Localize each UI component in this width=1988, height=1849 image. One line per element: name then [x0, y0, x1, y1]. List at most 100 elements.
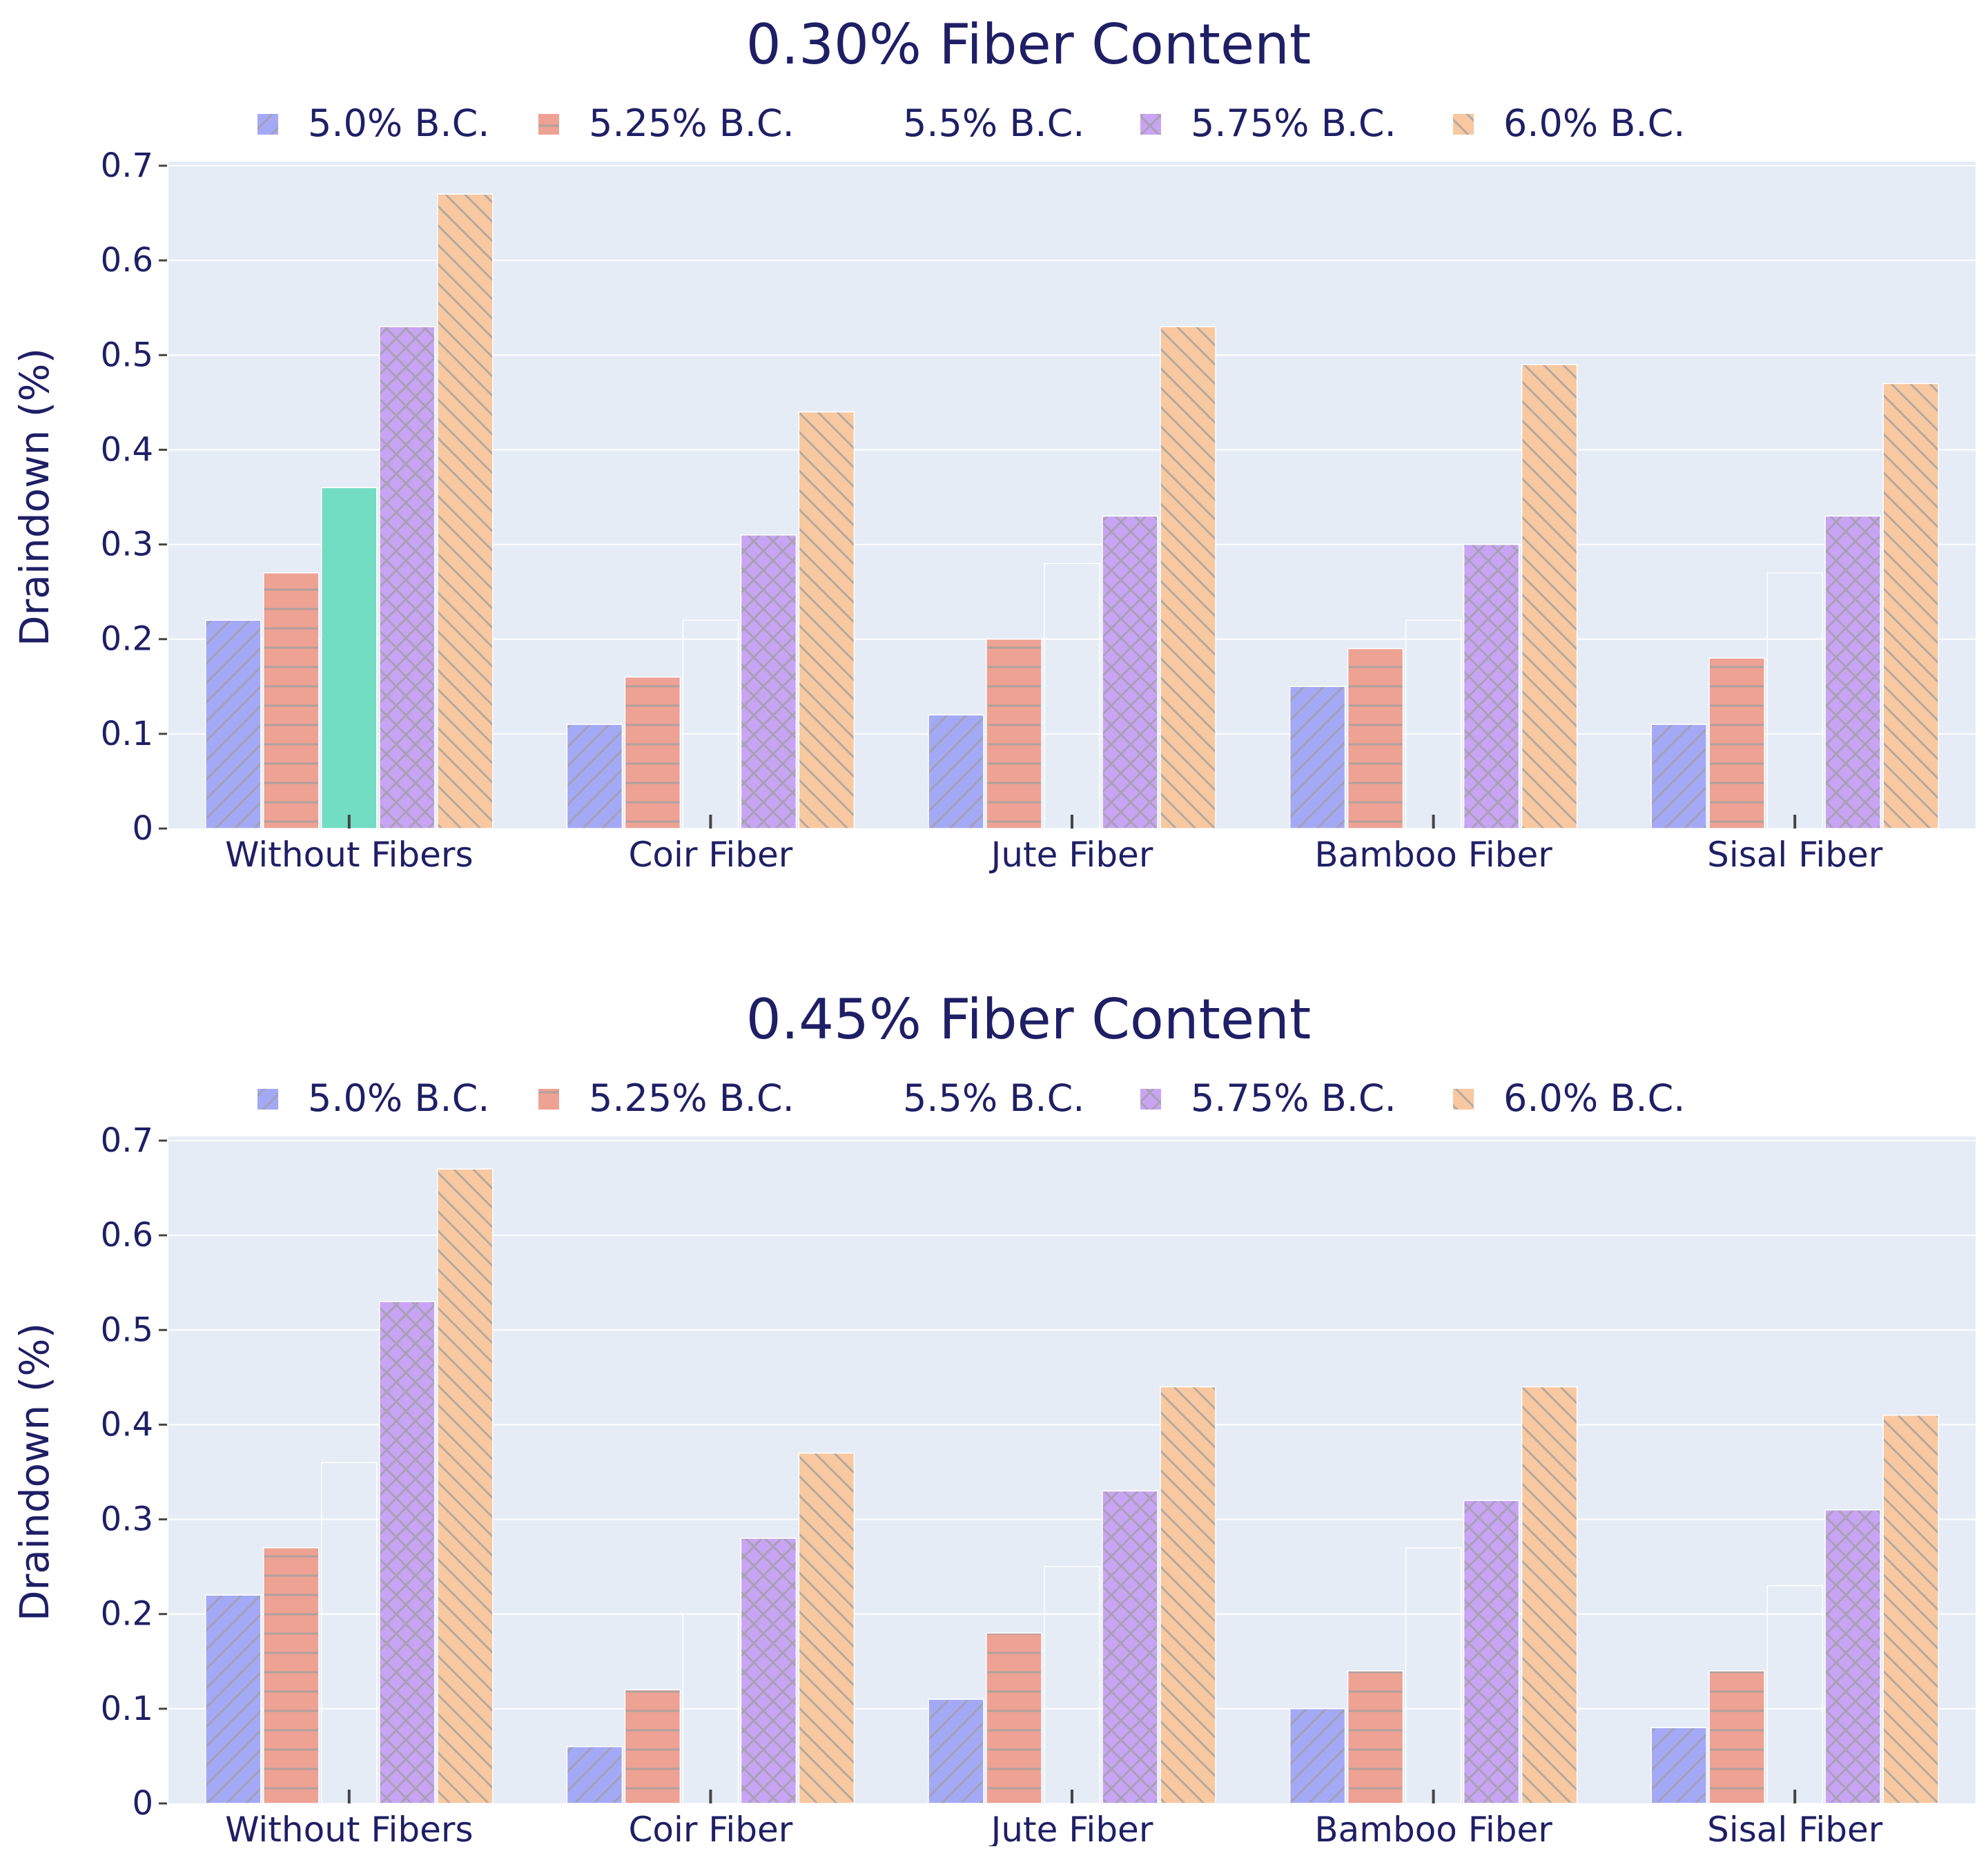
bar-without-fibers-5-25-b-c[interactable]: 5.25% B.C. — Without Fibers: 0.27: [263, 572, 320, 829]
legend-label: 6.0% B.C.: [1503, 1076, 1685, 1120]
bar-coir-fiber-5-25-b-c[interactable]: 5.25% B.C. — Coir Fiber: 0.12: [624, 1689, 681, 1804]
x-tick-label: Sisal Fiber: [1707, 835, 1883, 875]
legend-item-6-0-b-c[interactable]: 6.0% B.C.: [1453, 1076, 1685, 1120]
bar-coir-fiber-6-0-b-c[interactable]: 6.0% B.C. — Coir Fiber: 0.37: [798, 1452, 855, 1804]
bar-bamboo-fiber-5-25-b-c[interactable]: 5.25% B.C. — Bamboo Fiber: 0.19: [1347, 648, 1404, 829]
x-tick-label: Coir Fiber: [628, 835, 792, 875]
bar-without-fibers-6-0-b-c[interactable]: 6.0% B.C. — Without Fibers: 0.67: [437, 193, 494, 829]
bar-bamboo-fiber-5-75-b-c[interactable]: 5.75% B.C. — Bamboo Fiber: 0.32: [1463, 1500, 1520, 1804]
legend-item-5-75-b-c[interactable]: 5.75% B.C.: [1140, 1076, 1396, 1120]
bar-jute-fiber-6-0-b-c[interactable]: 6.0% B.C. — Jute Fiber: 0.53: [1160, 326, 1216, 829]
bar-without-fibers-6-0-b-c[interactable]: 6.0% B.C. — Without Fibers: 0.67: [437, 1168, 494, 1804]
chart-title: 0.45% Fiber Content: [746, 987, 1311, 1052]
legend-swatch: [257, 114, 278, 135]
x-tick-label: Jute Fiber: [989, 1810, 1153, 1846]
legend-swatch: [1140, 1089, 1161, 1110]
legend-item-5-25-b-c[interactable]: 5.25% B.C.: [538, 101, 795, 145]
legend: 5.0% B.C. 5.25% B.C. 5.5% B.C. 5.75% B.C. 6.…: [257, 1076, 1685, 1120]
y-tick-label: 0.6: [101, 1216, 153, 1255]
bar-bamboo-fiber-5-25-b-c[interactable]: 5.25% B.C. — Bamboo Fiber: 0.14: [1347, 1670, 1404, 1804]
bar-without-fibers-5-75-b-c[interactable]: 5.75% B.C. — Without Fibers: 0.53: [379, 326, 436, 829]
bar-sisal-fiber-6-0-b-c[interactable]: 6.0% B.C. — Sisal Fiber: 0.41: [1882, 1414, 1939, 1804]
x-tick-label: Bamboo Fiber: [1314, 835, 1552, 875]
legend-swatch: [538, 1089, 559, 1110]
bar-without-fibers-5-75-b-c[interactable]: 5.75% B.C. — Without Fibers: 0.53: [379, 1301, 436, 1804]
x-tick-label: Jute Fiber: [989, 835, 1153, 875]
bar-sisal-fiber-6-0-b-c[interactable]: 6.0% B.C. — Sisal Fiber: 0.47: [1882, 383, 1939, 829]
chart-panel-1: 0 0.1 0.2 0.3 0.4 0.5 0.6 0.7 5.0% B.C. — Withou…: [11, 12, 1976, 875]
legend-label: 5.0% B.C.: [308, 101, 489, 145]
x-tick-label: Coir Fiber: [628, 1810, 792, 1846]
legend-swatch: [1140, 114, 1161, 135]
bar-without-fibers-5-0-b-c[interactable]: 5.0% B.C. — Without Fibers: 0.22: [205, 1594, 262, 1804]
y-tick-label: 0.1: [101, 715, 153, 753]
bar-sisal-fiber-5-0-b-c[interactable]: 5.0% B.C. — Sisal Fiber: 0.08: [1650, 1727, 1707, 1804]
legend-label: 5.75% B.C.: [1191, 101, 1396, 145]
bar-sisal-fiber-5-75-b-c[interactable]: 5.75% B.C. — Sisal Fiber: 0.31: [1824, 1509, 1881, 1804]
x-tick-label: Sisal Fiber: [1707, 1810, 1883, 1846]
legend-label: 5.0% B.C.: [308, 1076, 489, 1120]
y-tick-label: 0.3: [101, 1500, 153, 1539]
bar-bamboo-fiber-5-0-b-c[interactable]: 5.0% B.C. — Bamboo Fiber: 0.1: [1289, 1708, 1346, 1804]
y-tick-label: 0.7: [101, 146, 153, 185]
y-tick-label: 0.2: [101, 620, 153, 659]
legend-swatch: [852, 114, 873, 135]
legend-label: 5.5% B.C.: [903, 101, 1084, 145]
bar-coir-fiber-5-75-b-c[interactable]: 5.75% B.C. — Coir Fiber: 0.31: [740, 534, 797, 829]
y-axis-title: Draindown (%): [11, 1323, 58, 1621]
bar-jute-fiber-5-0-b-c[interactable]: 5.0% B.C. — Jute Fiber: 0.11: [928, 1698, 984, 1804]
bar-jute-fiber-5-0-b-c[interactable]: 5.0% B.C. — Jute Fiber: 0.12: [928, 714, 984, 829]
bar-jute-fiber-6-0-b-c[interactable]: 6.0% B.C. — Jute Fiber: 0.44: [1160, 1386, 1216, 1804]
bar-coir-fiber-5-0-b-c[interactable]: 5.0% B.C. — Coir Fiber: 0.06: [566, 1745, 623, 1804]
legend-item-5-25-b-c[interactable]: 5.25% B.C.: [538, 1076, 795, 1120]
y-tick-label: 0.4: [101, 430, 153, 469]
legend-label: 5.5% B.C.: [903, 1076, 1084, 1120]
legend-item-5-5-b-c[interactable]: 5.5% B.C.: [852, 1076, 1084, 1120]
bar-jute-fiber-5-25-b-c[interactable]: 5.25% B.C. — Jute Fiber: 0.2: [986, 638, 1042, 829]
y-tick-label: 0.6: [101, 241, 153, 280]
chart-title: 0.30% Fiber Content: [746, 12, 1311, 77]
bar-coir-fiber-5-25-b-c[interactable]: 5.25% B.C. — Coir Fiber: 0.16: [624, 676, 681, 829]
legend-item-6-0-b-c[interactable]: 6.0% B.C.: [1453, 101, 1685, 145]
legend: 5.0% B.C. 5.25% B.C. 5.5% B.C. 5.75% B.C. 6.…: [257, 101, 1685, 145]
legend-item-5-0-b-c[interactable]: 5.0% B.C.: [257, 101, 489, 145]
bar-coir-fiber-5-75-b-c[interactable]: 5.75% B.C. — Coir Fiber: 0.28: [740, 1538, 797, 1804]
bar-coir-fiber-6-0-b-c[interactable]: 6.0% B.C. — Coir Fiber: 0.44: [798, 411, 855, 829]
legend-label: 5.25% B.C.: [589, 1076, 795, 1120]
bar-without-fibers-5-5-b-c[interactable]: 5.5% B.C. — Without Fibers: 0.36: [321, 487, 378, 829]
bar-jute-fiber-5-75-b-c[interactable]: 5.75% B.C. — Jute Fiber: 0.33: [1102, 515, 1158, 829]
bar-sisal-fiber-5-25-b-c[interactable]: 5.25% B.C. — Sisal Fiber: 0.14: [1708, 1670, 1765, 1804]
y-tick-label: 0: [132, 1784, 153, 1823]
y-tick-label: 0: [132, 809, 153, 848]
bar-jute-fiber-5-75-b-c[interactable]: 5.75% B.C. — Jute Fiber: 0.33: [1102, 1490, 1158, 1804]
bar-bamboo-fiber-6-0-b-c[interactable]: 6.0% B.C. — Bamboo Fiber: 0.49: [1521, 364, 1578, 829]
bar-sisal-fiber-5-25-b-c[interactable]: 5.25% B.C. — Sisal Fiber: 0.18: [1708, 657, 1765, 829]
y-tick-label: 0.4: [101, 1405, 153, 1444]
bar-jute-fiber-5-25-b-c[interactable]: 5.25% B.C. — Jute Fiber: 0.18: [986, 1632, 1042, 1804]
legend-label: 5.75% B.C.: [1191, 1076, 1396, 1120]
legend-swatch: [1453, 114, 1474, 135]
bar-sisal-fiber-5-75-b-c[interactable]: 5.75% B.C. — Sisal Fiber: 0.33: [1824, 515, 1881, 829]
legend-item-5-0-b-c[interactable]: 5.0% B.C.: [257, 1076, 489, 1120]
bar-sisal-fiber-5-0-b-c[interactable]: 5.0% B.C. — Sisal Fiber: 0.11: [1650, 724, 1707, 829]
bar-without-fibers-5-25-b-c[interactable]: 5.25% B.C. — Without Fibers: 0.27: [263, 1547, 320, 1804]
legend-label: 5.25% B.C.: [589, 101, 795, 145]
bar-coir-fiber-5-0-b-c[interactable]: 5.0% B.C. — Coir Fiber: 0.11: [566, 724, 623, 829]
bar-without-fibers-5-0-b-c[interactable]: 5.0% B.C. — Without Fibers: 0.22: [205, 619, 262, 829]
bar-bamboo-fiber-5-0-b-c[interactable]: 5.0% B.C. — Bamboo Fiber: 0.15: [1289, 686, 1346, 829]
y-tick-label: 0.7: [101, 1121, 153, 1160]
chart-panel-2: 0 0.1 0.2 0.3 0.4 0.5 0.6 0.7 5.0% B.C. — Withou…: [11, 987, 1976, 1849]
legend-item-5-75-b-c[interactable]: 5.75% B.C.: [1140, 101, 1396, 145]
bar-bamboo-fiber-6-0-b-c[interactable]: 6.0% B.C. — Bamboo Fiber: 0.44: [1521, 1386, 1578, 1804]
legend-swatch: [1453, 1089, 1474, 1110]
x-tick-label: Bamboo Fiber: [1314, 1810, 1552, 1846]
y-tick-label: 0.5: [101, 336, 153, 374]
y-tick-label: 0.2: [101, 1595, 153, 1634]
bar-bamboo-fiber-5-75-b-c[interactable]: 5.75% B.C. — Bamboo Fiber: 0.3: [1463, 543, 1520, 829]
legend-item-5-5-b-c[interactable]: 5.5% B.C.: [852, 101, 1084, 145]
x-tick-label: Without Fibers: [225, 1810, 473, 1846]
y-axis-title: Draindown (%): [11, 348, 58, 646]
legend-swatch: [257, 1089, 278, 1110]
